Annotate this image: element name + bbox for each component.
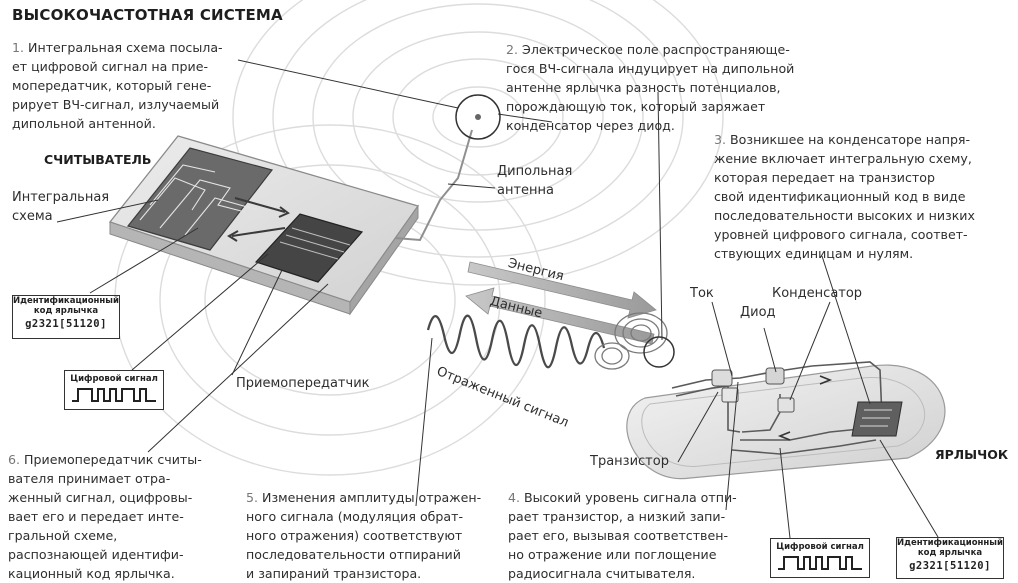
dipole-label: Дипольная антенна [497,162,572,200]
reader-id-box-title-line-1: Идентификационный [13,296,119,306]
step-6-number: 6. [8,452,21,467]
step-3-line-3: которая передает на транзистор [714,170,935,185]
tag-field-rings [594,312,668,370]
page-title: ВЫСОКОЧАСТОТНАЯ СИСТЕМА [12,6,283,24]
reflected-signal-wave [426,314,606,369]
step-5-line-3: ного отражения) соответствуют [246,528,463,543]
tag-id-box-title-line-1: Идентификационный [897,538,1003,548]
transceiver-label: Приемопередатчик [236,376,370,391]
tag-id-box-code: g2321[51120] [909,560,991,572]
ic-label-line-2: схема [12,209,53,224]
step-4-line-4: но отражение или поглощение [508,547,717,562]
reader-id-box-code: g2321[51120] [25,318,107,330]
step-3-line-2: жение включает интегральную схему, [714,151,972,166]
reader-transceiver-chip [254,213,364,283]
step-2-line-3: антенне ярлычка разность потенциалов, [506,80,781,95]
reader-digital-signal-box: Цифровой сигнал [64,370,164,410]
step-3-text: 3. Возникшее на конденсаторе напря- жени… [714,130,975,263]
current-label: Ток [690,286,714,301]
tag-digital-signal-box: Цифровой сигнал [770,538,870,578]
capacitor-label: Конденсатор [772,286,863,301]
reader-digital-box-title: Цифровой сигнал [70,374,158,384]
step-2-line-4: порождающую ток, который заряжает [506,99,766,114]
step-2-text: 2. Электрическое поле распространяюще- г… [506,40,794,135]
tag-device [626,361,946,480]
reader-dipole-wire [394,129,473,242]
tag-diode [765,367,785,385]
reader-digital-waveform-icon [72,388,156,402]
transistor-label: Транзистор [590,454,669,469]
tag-capacitor [777,397,795,413]
step-6-line-3: женный сигнал, оцифровы- [8,490,193,505]
tag-id-box-title-line-2: код ярлычка [917,548,983,558]
reader-antenna-callout [455,94,501,140]
step-1-line-5: дипольной антенной. [12,116,156,131]
tag-digital-box-title: Цифровой сигнал [776,542,864,552]
step-4-line-3: рает его, вызывая соответствен- [508,528,728,543]
step-6-line-4: вает его и передает инте- [8,509,184,524]
tag-heading: ЯРЛЫЧОК [935,447,1009,462]
step-4-text: 4. Высокий уровень сигнала отпи- рает тр… [508,488,737,583]
ic-label-line-1: Интегральная [12,190,110,205]
step-1-line-2: ет цифровой сигнал на прие- [12,59,209,74]
ic-label: Интегральная схема [12,188,109,226]
data-arrow [465,287,655,345]
step-1-line-1: Интегральная схема посыла- [28,40,223,55]
tag-ic-chip [851,401,903,437]
step-6-line-6: распознающей идентифи- [8,547,184,562]
step-5-number: 5. [246,490,259,505]
step-6-line-7: кационный код ярлычка. [8,566,175,581]
reader-id-code-box: Идентификационный код ярлычка g2321[5112… [12,295,120,339]
reader-antenna-tip [475,114,481,120]
step-1-number: 1. [12,40,25,55]
step-1-line-4: рирует ВЧ-сигнал, излучаемый [12,97,220,112]
dipole-label-line-2: антенна [497,183,555,198]
step-4-line-1: Высокий уровень сигнала отпи- [524,490,737,505]
step-3-line-7: ствующих единицам и нулям. [714,246,914,261]
step-4-number: 4. [508,490,521,505]
reader-id-box-title-line-2: код ярлычка [33,306,99,316]
step-5-line-5: и запираний транзистора. [246,566,422,581]
step-2-number: 2. [506,42,519,57]
step-5-line-1: Изменения амплитуды отражен- [262,490,482,505]
tag-transistor [721,387,739,403]
step-4-line-2: рает транзистор, а низкий запи- [508,509,726,524]
step-6-text: 6. Приемопередатчик считы- вателя приним… [8,450,202,583]
step-1-line-3: мопередатчик, который гене- [12,78,212,93]
step-5-text: 5. Изменения амплитуды отражен- ного сиг… [246,488,481,583]
step-4-line-5: радиосигнала считывателя. [508,566,696,581]
tag-digital-waveform-icon [778,556,862,570]
leader-lines [56,59,939,539]
step-3-line-1: Возникшее на конденсаторе напря- [730,132,971,147]
reader-heading: СЧИТЫВАТЕЛЬ [44,152,152,167]
step-6-line-5: гральной схеме, [8,528,118,543]
dipole-label-line-1: Дипольная [497,164,573,179]
step-3-line-5: последовательности высоких и низких [714,208,975,223]
step-5-line-4: последовательности отпираний [246,547,461,562]
step-2-line-2: гося ВЧ-сигнала индуцирует на дипольной [506,61,795,76]
step-6-line-2: вателя принимает отра- [8,471,171,486]
tag-antenna-callout [643,336,675,368]
step-6-line-1: Приемопередатчик считы- [24,452,202,467]
step-1-text: 1. Интегральная схема посыла- ет цифрово… [12,38,223,133]
step-5-line-2: ного сигнала (модуляция обрат- [246,509,464,524]
tag-id-code-box: Идентификационный код ярлычка g2321[5112… [896,537,1004,579]
step-2-line-1: Электрическое поле распространяюще- [522,42,790,57]
step-3-line-4: свой идентификационный код в виде [714,189,966,204]
tag-current-node [711,369,733,387]
reader-ic-chip [126,147,274,251]
energy-arrow [467,261,657,319]
step-2-line-5: конденсатор через диод. [506,118,675,133]
step-3-line-6: уровней цифрового сигнала, соответ- [714,227,968,242]
step-3-number: 3. [714,132,727,147]
diode-label: Диод [740,305,776,320]
